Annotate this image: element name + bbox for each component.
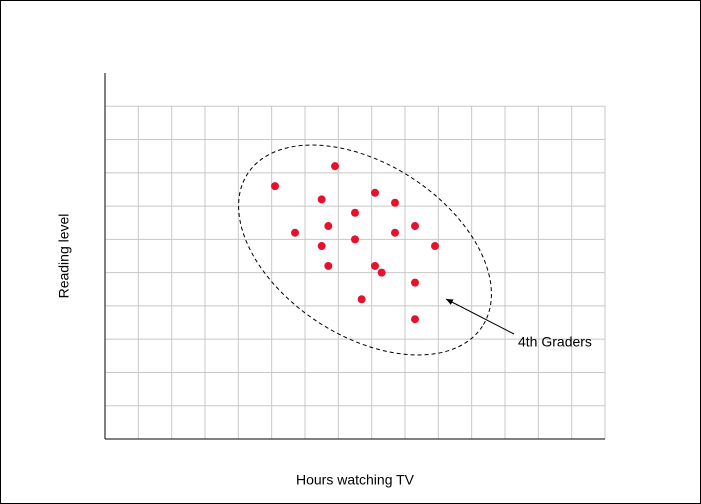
point — [331, 162, 339, 171]
point — [371, 188, 379, 197]
annotation-arrow — [445, 298, 515, 335]
point — [351, 208, 359, 217]
point — [411, 278, 419, 287]
grid — [105, 105, 606, 439]
points — [271, 162, 439, 324]
point — [377, 268, 386, 277]
point — [411, 222, 419, 231]
point — [291, 228, 299, 237]
point — [324, 222, 333, 231]
point — [324, 261, 333, 270]
point — [317, 195, 326, 204]
point — [271, 182, 279, 191]
point — [317, 242, 326, 251]
point — [391, 228, 399, 237]
point — [371, 261, 379, 270]
y-axis-label: Reading level — [56, 214, 72, 299]
point — [391, 198, 399, 207]
point — [357, 295, 366, 304]
point — [351, 235, 359, 244]
point — [411, 315, 419, 324]
annotation: 4th Graders — [518, 334, 592, 350]
point — [431, 242, 439, 251]
x-axis-label: Hours watching TV — [296, 472, 415, 488]
